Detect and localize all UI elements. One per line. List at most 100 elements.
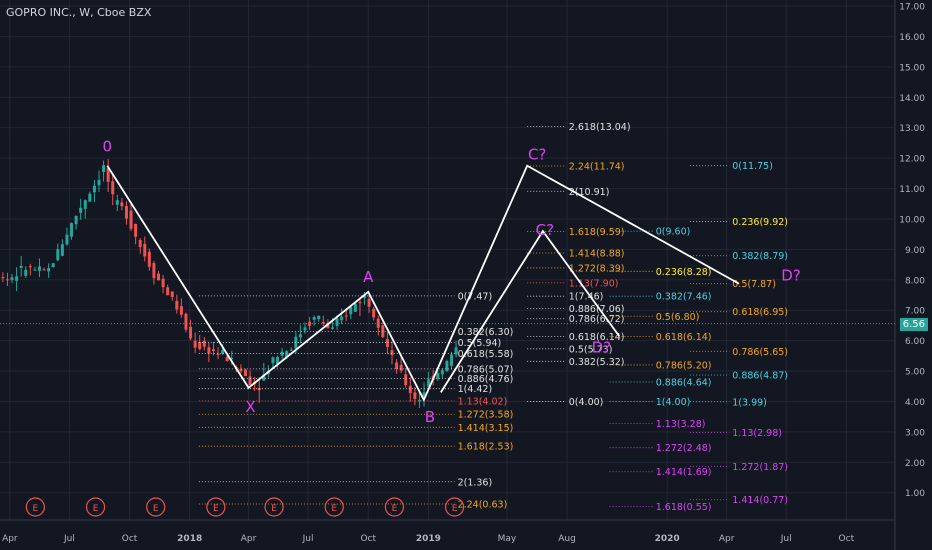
fib-level-label: 0.5(5.73) [569, 344, 613, 355]
candle-body [289, 349, 293, 351]
candle-body [157, 273, 161, 281]
candle-body [417, 399, 421, 402]
y-tick-label: 16.00 [899, 33, 925, 43]
candle-body [1, 277, 5, 279]
fib-level-label: 0.382(5.32) [569, 357, 625, 368]
x-tick-label: Apr [241, 534, 257, 544]
y-tick-label: 14.00 [899, 94, 925, 104]
candle-body [10, 277, 14, 280]
fib-level-label: 1.272(2.48) [656, 443, 712, 454]
candle-body [367, 298, 371, 307]
fib-level-label: 1(7.46) [569, 292, 604, 303]
earnings-event-marker: E [25, 497, 45, 517]
earnings-event-marker: E [264, 497, 284, 517]
fib-level-label: 0.618(6.95) [732, 307, 788, 318]
candle-body [225, 356, 229, 362]
fib-level-label: 2.24(0.63) [458, 499, 508, 510]
candle-body [436, 372, 440, 379]
earnings-event-circle [206, 497, 226, 517]
x-tick-label: Aug [558, 534, 576, 544]
y-tick-label: 9.00 [905, 246, 925, 256]
candle-body [262, 374, 266, 381]
fib-level-label: 0.786(5.20) [656, 360, 712, 371]
candle-body [353, 303, 357, 312]
fib-level-label: 0.786(5.65) [732, 347, 788, 358]
candle-body [102, 165, 106, 172]
candle-body [321, 321, 325, 324]
x-tick-label: Jul [302, 534, 314, 544]
candle-body [376, 318, 380, 328]
earnings-event-marker: E [444, 497, 465, 517]
fib-level-label: 0.236(8.28) [656, 267, 712, 278]
candle-body [170, 291, 174, 297]
candle-body [33, 269, 37, 271]
fib-set-cd: 0(11.75) 0.236(9.92) 0.382(8.79) 0.5(7.87) 0… [690, 161, 788, 506]
candle-body [19, 266, 23, 268]
pattern-point-label: D? [781, 267, 801, 285]
fib-level-label: 1.13(4.02) [458, 396, 508, 407]
candle-body [399, 364, 403, 371]
earnings-event-circle [384, 497, 405, 517]
candle-body [413, 392, 417, 399]
x-tick-label: Apr [2, 534, 18, 544]
candle-body [147, 251, 151, 267]
earnings-event-label: E [153, 504, 159, 514]
earnings-event-label: E [93, 504, 99, 514]
fib-level-label: 0.886(4.76) [458, 374, 514, 385]
fib-level-label: 0.786(5.07) [458, 364, 514, 375]
fib-level-label: 1.414(0.77) [732, 495, 788, 506]
fib-level-label: 2.618(13.04) [569, 122, 631, 133]
candle-body [216, 353, 220, 355]
fib-level-label: 0.5(5.94) [458, 338, 502, 349]
earnings-event-marker: E [206, 497, 226, 517]
candle-body [24, 269, 28, 276]
chart-title: GOPRO INC., W, Cboe BZX [6, 6, 152, 19]
candle-body [79, 207, 83, 213]
candle-body [65, 234, 69, 245]
fib-set-xa: 0(7.47) 0.382(6.30)0.5(5.94)0.618(5.58) 0.… [198, 291, 514, 510]
fib-level-label: 0(4.00) [569, 397, 604, 408]
fib-set-bc: 2.618(13.04) 2.24(11.74) 2(10.91) 1.618(9.5… [527, 122, 631, 408]
earnings-event-label: E [213, 504, 219, 514]
earnings-event-marker: E [324, 497, 344, 517]
candle-body [358, 301, 362, 304]
fib-level-label: 0.5(7.87) [732, 279, 776, 290]
candle-body [211, 349, 215, 351]
candle-body [166, 287, 170, 296]
y-tick-label: 15.00 [899, 63, 925, 73]
candle-body [179, 306, 183, 315]
current-price-tag: 6.56 [899, 318, 928, 331]
fib-level-label: 0.886(4.87) [732, 370, 788, 381]
fib-level-label: 0.618(6.14) [656, 332, 712, 343]
fib-level-label: 1.414(8.88) [569, 249, 625, 260]
candle-body [124, 205, 128, 219]
candle-body [161, 278, 165, 288]
y-tick-label: 5.00 [905, 368, 925, 378]
candle-body [390, 350, 394, 355]
fib-level-label: 1.13(3.28) [656, 419, 706, 430]
earnings-event-label: E [331, 504, 337, 514]
fib-level-label: 1.272(3.58) [458, 410, 514, 421]
candle-body [276, 357, 280, 364]
fib-level-label: 1(4.42) [458, 384, 493, 395]
fib-level-label: 1.618(2.53) [458, 442, 514, 453]
candle-body [202, 340, 206, 347]
fib-level-label: 2(1.36) [458, 477, 493, 488]
x-tick-label: Jul [780, 534, 792, 544]
x-tick-label: Oct [122, 534, 138, 544]
fib-level-label: 2.24(11.74) [569, 162, 625, 173]
fib-level-label: 0.786(6.72) [569, 314, 625, 325]
candle-body [335, 318, 339, 326]
fib-level-label: 1.618(0.55) [656, 502, 712, 513]
candle-body [70, 223, 74, 237]
fib-level-label: 0.382(8.79) [732, 251, 788, 262]
y-tick-label: 11.00 [899, 185, 925, 195]
candle-body [445, 361, 449, 372]
candle-body [395, 362, 399, 369]
x-tick-label: 2019 [416, 534, 441, 544]
x-tick-label: Apr [719, 534, 735, 544]
candle-body [298, 334, 302, 338]
fib-level-label: 0.886(4.64) [656, 377, 712, 388]
candle-body [385, 339, 389, 347]
